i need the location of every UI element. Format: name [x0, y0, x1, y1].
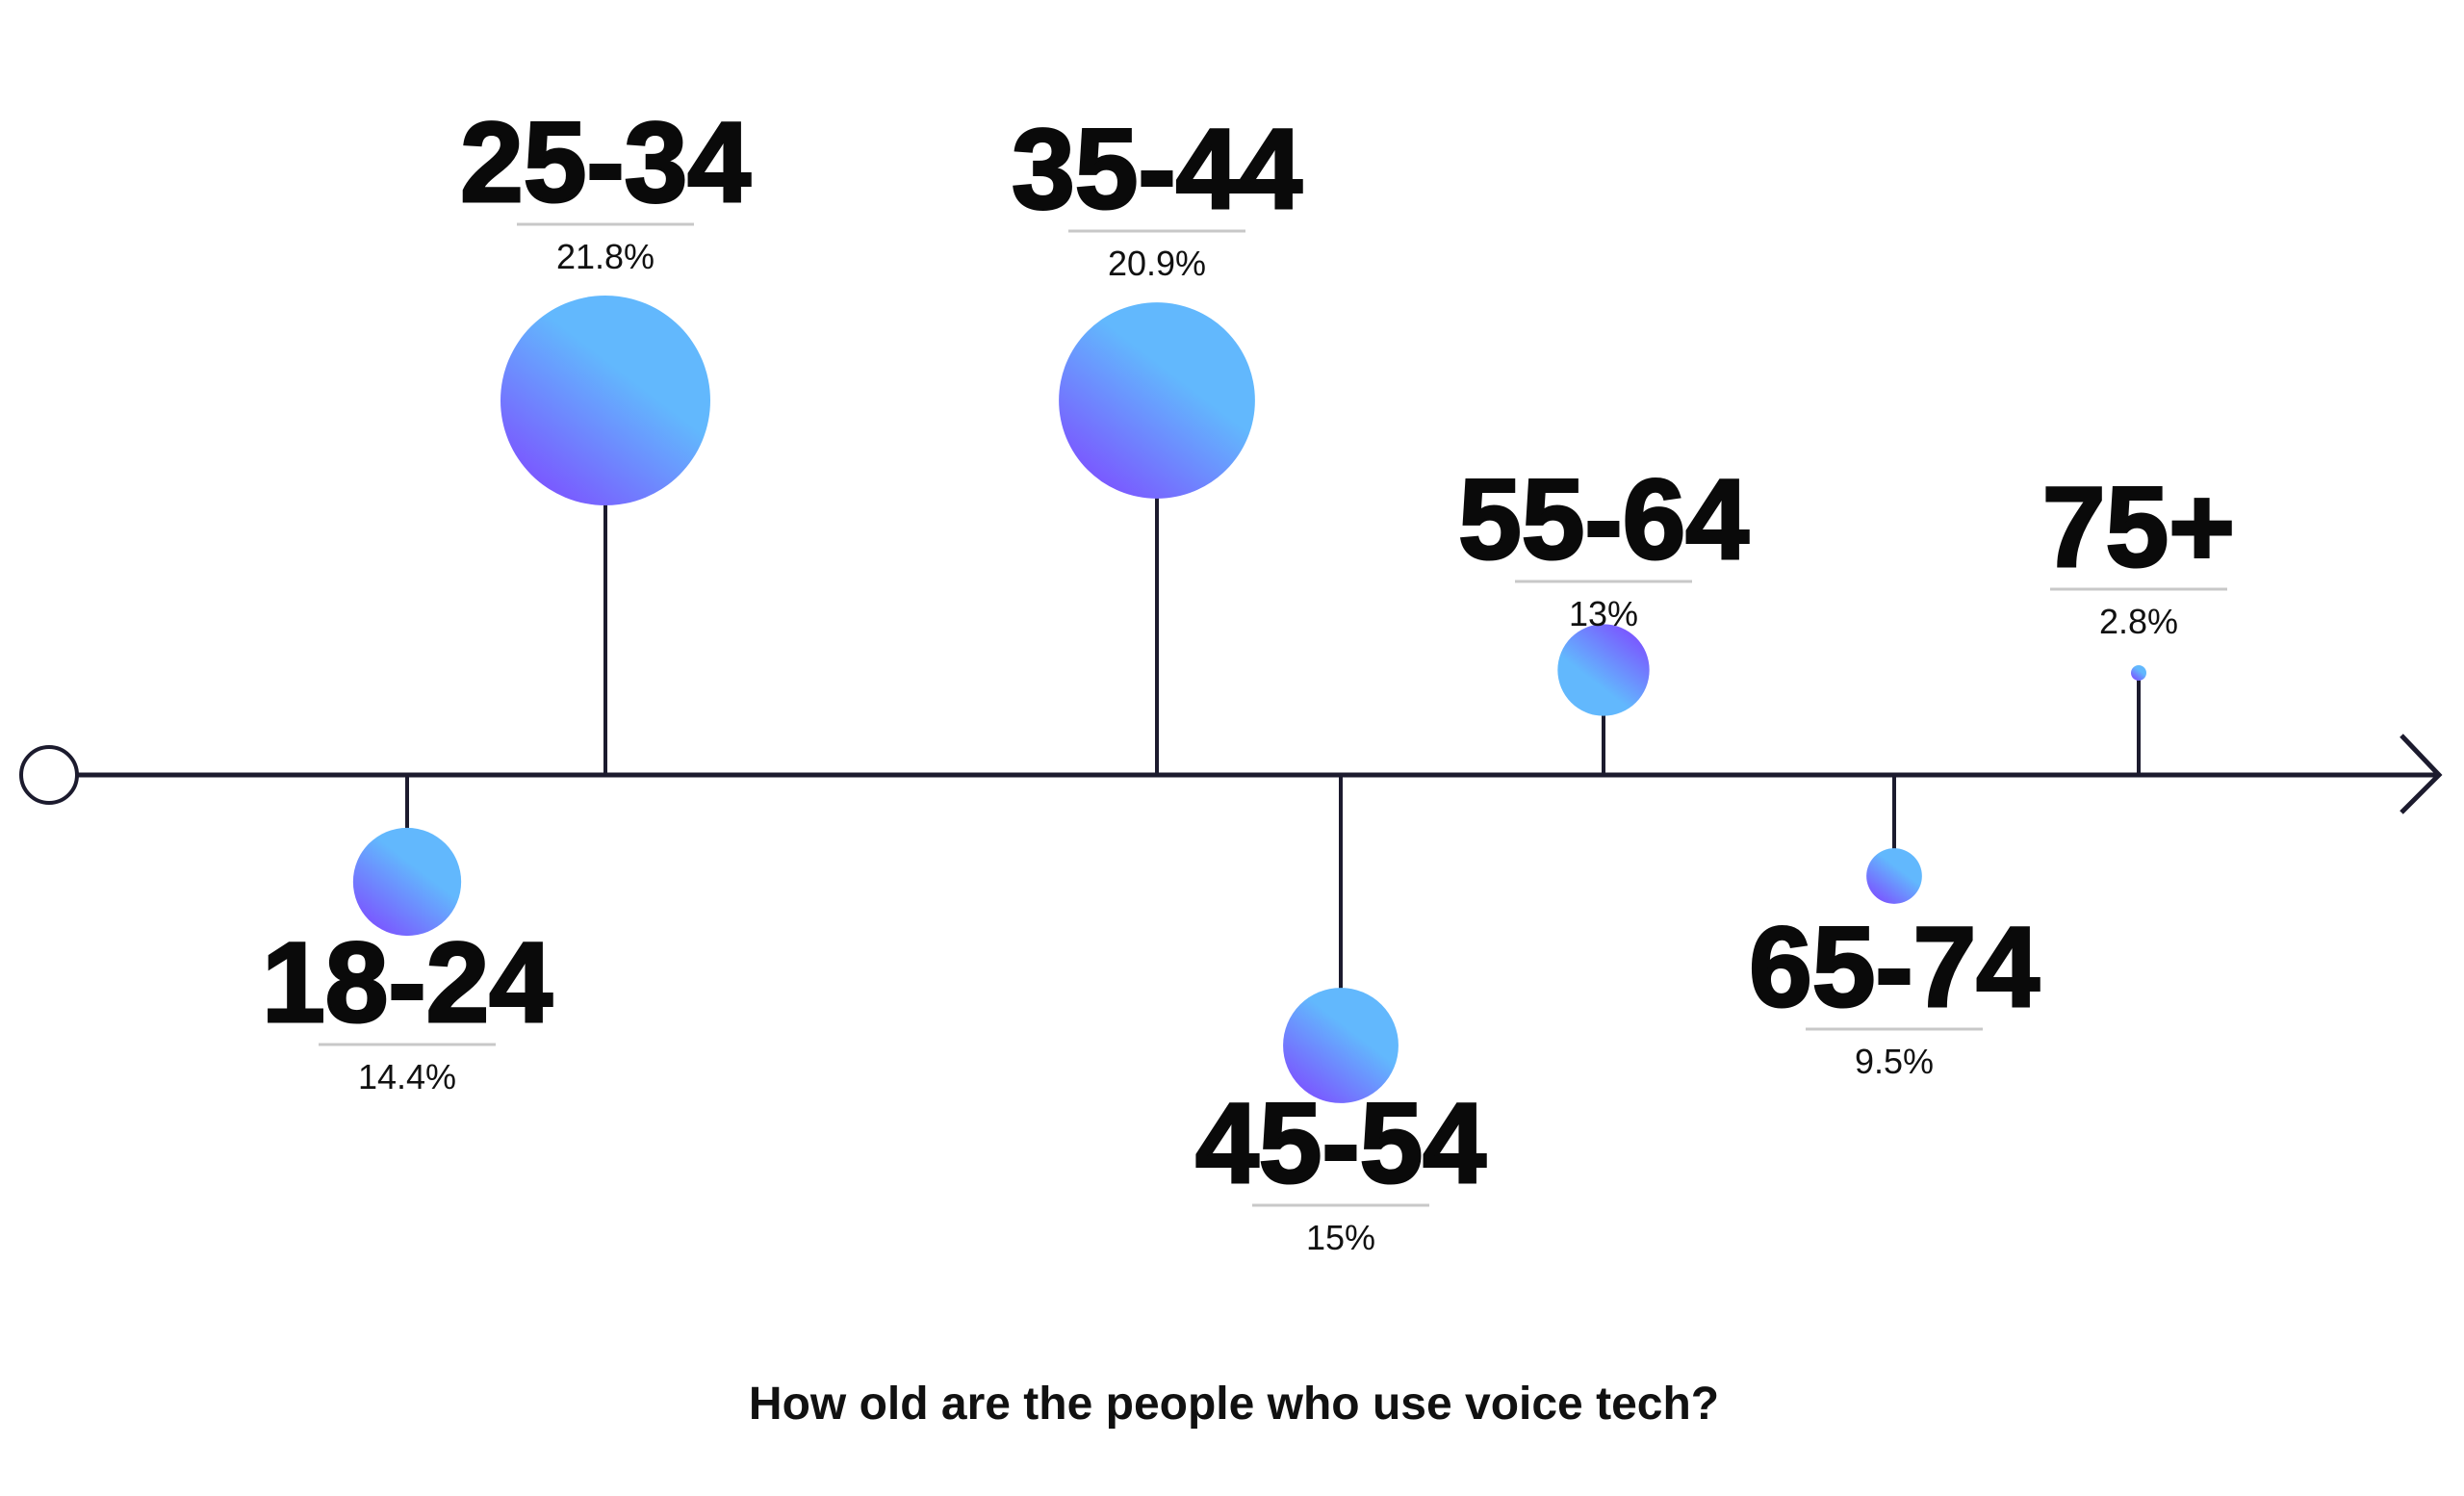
bubble-18-24 [352, 827, 462, 937]
percent-label: 2.8% [2099, 602, 2178, 641]
age-group-label: 65-74 [1749, 904, 2040, 1031]
age-group-label: 25-34 [460, 99, 751, 226]
age-group-label: 75+ [2042, 464, 2235, 591]
bubble-55-64 [1557, 624, 1650, 716]
timeline-start-marker [19, 745, 79, 805]
chart-title: How old are the people who use voice tec… [749, 1379, 1719, 1430]
age-group-label: 18-24 [262, 919, 552, 1046]
age-group-label: 35-44 [1012, 106, 1302, 233]
bubble-65-74 [1866, 848, 1922, 904]
age-group-label: 55-64 [1458, 456, 1749, 583]
percent-label: 14.4% [358, 1057, 456, 1096]
timeline-arrow-icon [2400, 734, 2443, 814]
age-group-label: 45-54 [1195, 1080, 1486, 1207]
percent-label: 21.8% [556, 237, 654, 276]
percent-label: 20.9% [1108, 244, 1206, 283]
bubble-45-54 [1283, 988, 1399, 1103]
bubble-25-34 [500, 296, 710, 505]
percent-label: 9.5% [1855, 1042, 1934, 1081]
percent-label: 13% [1569, 594, 1638, 633]
bubble-75+ [2131, 665, 2146, 681]
percent-label: 15% [1306, 1218, 1375, 1257]
bubble-35-44 [1059, 302, 1255, 499]
